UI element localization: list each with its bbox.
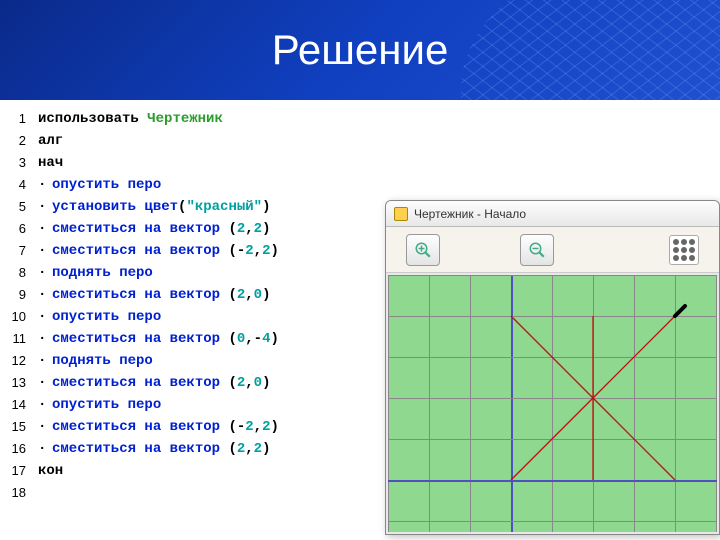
drawer-titlebar[interactable]: Чертежник - Начало <box>386 201 719 227</box>
slide-header: Решение <box>0 0 720 100</box>
line-number: 5 <box>0 196 32 218</box>
canvas-container <box>386 273 719 534</box>
code-line: алг <box>38 130 720 152</box>
drawer-toolbar <box>386 227 719 273</box>
line-number: 14 <box>0 394 32 416</box>
code-line: нач <box>38 152 720 174</box>
line-number: 1 <box>0 108 32 130</box>
slide-title: Решение <box>272 26 449 74</box>
zoom-out-button[interactable] <box>520 234 554 266</box>
line-number: 4 <box>0 174 32 196</box>
line-number: 9 <box>0 284 32 306</box>
line-number: 17 <box>0 460 32 482</box>
line-number: 16 <box>0 438 32 460</box>
drawer-window: Чертежник - Начало <box>385 200 720 535</box>
drawing-canvas[interactable] <box>388 275 717 532</box>
line-number: 13 <box>0 372 32 394</box>
pen-icon <box>675 306 685 316</box>
line-number: 7 <box>0 240 32 262</box>
drawing-overlay <box>388 275 717 532</box>
grid-toggle-button[interactable] <box>669 235 699 265</box>
content-area: 123456789101112131415161718 использовать… <box>0 100 720 540</box>
zoom-in-button[interactable] <box>406 234 440 266</box>
line-number: 12 <box>0 350 32 372</box>
line-number: 15 <box>0 416 32 438</box>
zoom-in-icon <box>414 241 432 259</box>
line-number: 3 <box>0 152 32 174</box>
line-number: 2 <box>0 130 32 152</box>
drawer-title-text: Чертежник - Начало <box>414 207 526 221</box>
line-gutter: 123456789101112131415161718 <box>0 100 32 540</box>
line-number: 18 <box>0 482 32 504</box>
line-number: 6 <box>0 218 32 240</box>
code-line: ·опустить перо <box>38 174 720 196</box>
code-line: использовать Чертежник <box>38 108 720 130</box>
drawer-app-icon <box>394 207 408 221</box>
line-number: 8 <box>0 262 32 284</box>
zoom-out-icon <box>528 241 546 259</box>
line-number: 10 <box>0 306 32 328</box>
line-number: 11 <box>0 328 32 350</box>
